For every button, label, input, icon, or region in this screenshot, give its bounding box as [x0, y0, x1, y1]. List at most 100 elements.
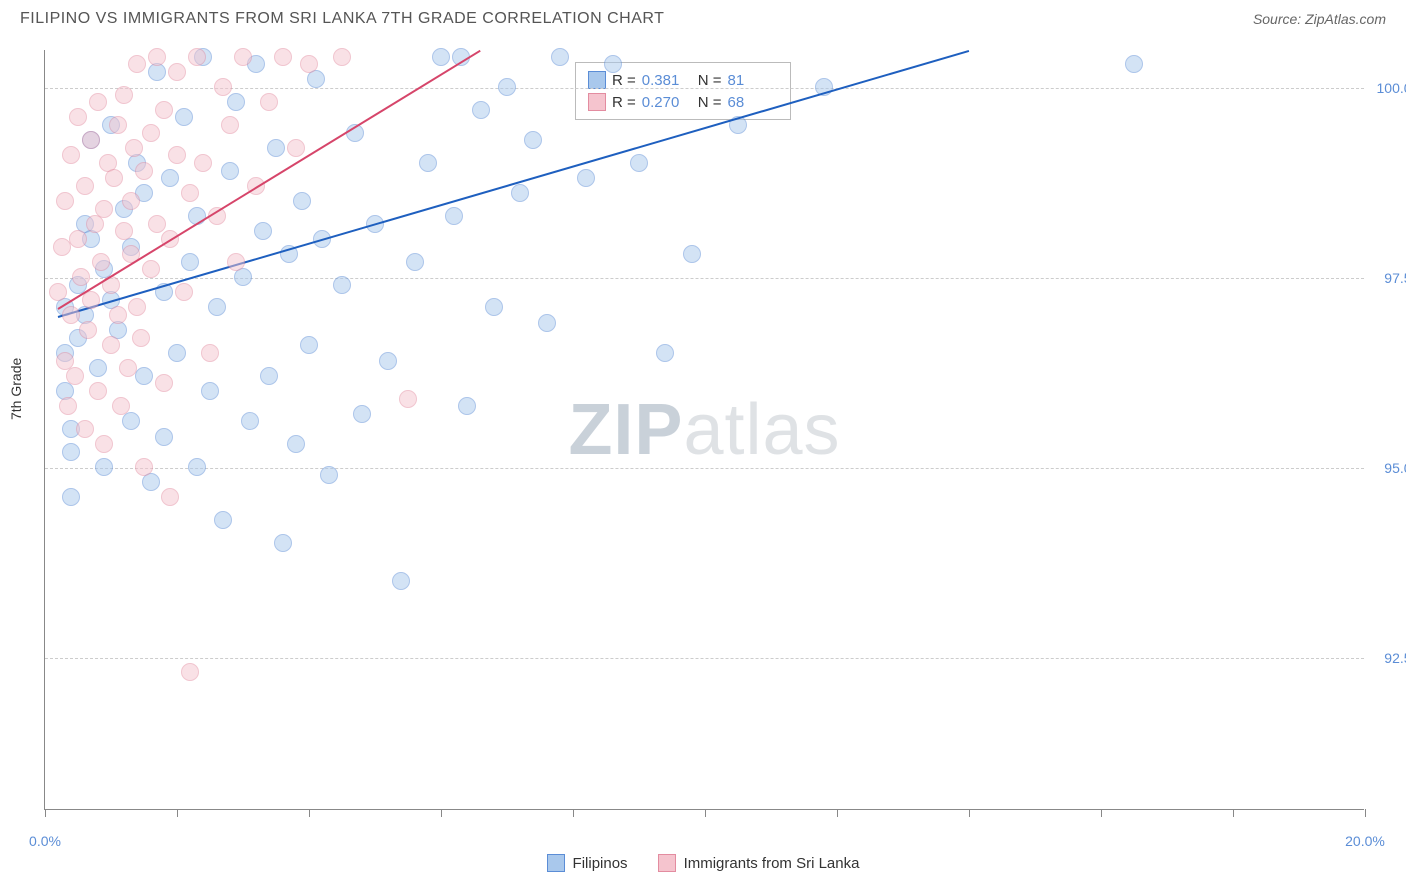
data-point [155, 428, 173, 446]
data-point [122, 192, 140, 210]
data-point [538, 314, 556, 332]
x-tick [309, 809, 310, 817]
data-point [524, 131, 542, 149]
data-point [254, 222, 272, 240]
data-point [119, 359, 137, 377]
chart-header: FILIPINO VS IMMIGRANTS FROM SRI LANKA 7T… [0, 0, 1406, 36]
legend-swatch [547, 854, 565, 872]
data-point [511, 184, 529, 202]
data-point [161, 169, 179, 187]
x-tick [177, 809, 178, 817]
x-tick-label: 20.0% [1345, 833, 1385, 849]
data-point [89, 382, 107, 400]
data-point [109, 116, 127, 134]
x-tick [441, 809, 442, 817]
data-point [221, 116, 239, 134]
scatter-plot-area: ZIPatlas R =0.381N =81R =0.270N =68 92.5… [44, 50, 1364, 810]
series-name: Immigrants from Sri Lanka [684, 855, 860, 872]
legend-swatch [588, 71, 606, 89]
data-point [260, 93, 278, 111]
data-point [227, 93, 245, 111]
data-point [89, 93, 107, 111]
data-point [175, 283, 193, 301]
data-point [49, 283, 67, 301]
data-point [320, 466, 338, 484]
data-point [432, 48, 450, 66]
data-point [300, 55, 318, 73]
data-point [155, 374, 173, 392]
data-point [287, 435, 305, 453]
data-point [95, 458, 113, 476]
data-point [135, 458, 153, 476]
data-point [188, 458, 206, 476]
data-point [69, 230, 87, 248]
x-tick [705, 809, 706, 817]
gridline [45, 88, 1364, 89]
data-point [214, 78, 232, 96]
data-point [260, 367, 278, 385]
data-point [201, 344, 219, 362]
data-point [181, 184, 199, 202]
data-point [168, 63, 186, 81]
data-point [112, 397, 130, 415]
data-point [181, 663, 199, 681]
legend-n-label: N = [698, 94, 722, 111]
watermark: ZIPatlas [568, 389, 840, 471]
data-point [148, 215, 166, 233]
data-point [95, 435, 113, 453]
data-point [445, 207, 463, 225]
data-point [142, 260, 160, 278]
data-point [577, 169, 595, 187]
data-point [498, 78, 516, 96]
data-point [115, 86, 133, 104]
data-point [333, 48, 351, 66]
data-point [132, 329, 150, 347]
x-tick [1365, 809, 1366, 817]
data-point [105, 169, 123, 187]
data-point [293, 192, 311, 210]
data-point [274, 48, 292, 66]
data-point [62, 146, 80, 164]
y-tick-label: 95.0% [1384, 460, 1406, 476]
data-point [62, 488, 80, 506]
data-point [168, 344, 186, 362]
data-point [69, 108, 87, 126]
legend-r-label: R = [612, 94, 636, 111]
x-tick [1101, 809, 1102, 817]
data-point [472, 101, 490, 119]
data-point [86, 215, 104, 233]
legend-r-value: 0.381 [642, 72, 692, 89]
legend-swatch [658, 854, 676, 872]
data-point [181, 253, 199, 271]
legend-r-value: 0.270 [642, 94, 692, 111]
chart-title: FILIPINO VS IMMIGRANTS FROM SRI LANKA 7T… [20, 10, 664, 28]
data-point [399, 390, 417, 408]
legend-n-label: N = [698, 72, 722, 89]
data-point [89, 359, 107, 377]
data-point [194, 154, 212, 172]
y-tick-label: 100.0% [1377, 80, 1406, 96]
data-point [76, 420, 94, 438]
data-point [241, 412, 259, 430]
data-point [300, 336, 318, 354]
legend-n-value: 81 [728, 72, 778, 89]
data-point [161, 488, 179, 506]
data-point [551, 48, 569, 66]
y-axis-label: 7th Grade [8, 358, 24, 420]
series-legend-item: Immigrants from Sri Lanka [658, 854, 860, 872]
data-point [128, 298, 146, 316]
data-point [656, 344, 674, 362]
y-tick-label: 97.5% [1384, 270, 1406, 286]
watermark-light: atlas [683, 390, 840, 470]
data-point [155, 101, 173, 119]
data-point [333, 276, 351, 294]
x-tick [969, 809, 970, 817]
y-tick-label: 92.5% [1384, 650, 1406, 666]
data-point [95, 200, 113, 218]
x-tick [1233, 809, 1234, 817]
data-point [148, 48, 166, 66]
data-point [392, 572, 410, 590]
data-point [135, 367, 153, 385]
x-tick [837, 809, 838, 817]
data-point [406, 253, 424, 271]
